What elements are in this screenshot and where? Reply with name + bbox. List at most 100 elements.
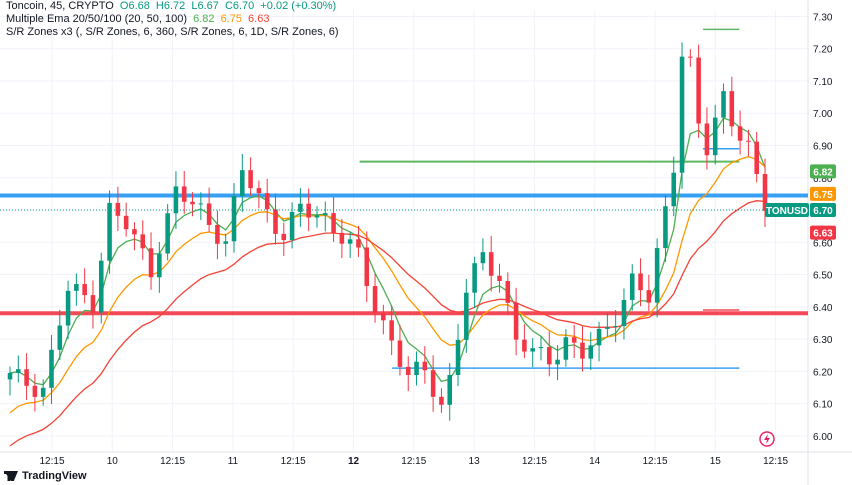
candle[interactable] (721, 83, 726, 134)
candle[interactable] (256, 180, 262, 209)
candle[interactable] (646, 274, 652, 312)
candle[interactable] (98, 252, 104, 324)
candle[interactable] (165, 204, 170, 261)
candle[interactable] (555, 345, 560, 381)
candle[interactable] (306, 188, 311, 232)
candle[interactable] (629, 264, 635, 311)
candle[interactable] (588, 332, 594, 370)
candle[interactable] (439, 388, 444, 413)
candle[interactable] (414, 351, 419, 386)
candle[interactable] (663, 195, 668, 262)
flash-icon[interactable] (759, 431, 775, 447)
candle[interactable] (405, 356, 411, 392)
candle[interactable] (16, 355, 21, 383)
candle[interactable] (231, 183, 237, 253)
candle[interactable] (140, 220, 146, 260)
candle[interactable] (206, 187, 212, 232)
candle[interactable] (82, 268, 87, 304)
candle[interactable] (289, 202, 295, 249)
candle[interactable] (596, 321, 602, 362)
candle[interactable] (538, 336, 544, 361)
candle[interactable] (49, 334, 54, 404)
candle[interactable] (381, 304, 386, 335)
candle[interactable] (464, 279, 469, 353)
candle[interactable] (389, 305, 394, 356)
candle[interactable] (298, 188, 303, 227)
candle[interactable] (132, 222, 137, 251)
candle[interactable] (563, 329, 569, 367)
candle[interactable] (339, 218, 345, 259)
candle[interactable] (32, 373, 38, 412)
candle[interactable] (447, 362, 453, 421)
candle[interactable] (704, 107, 710, 170)
candle[interactable] (331, 197, 336, 242)
candle[interactable] (638, 258, 643, 307)
price-axis[interactable]: 7.30 7.20 7.10 7.00 6.90 6.80 6.70 6.60 6.50 6.40… (813, 12, 833, 442)
candle[interactable] (754, 131, 759, 183)
candle[interactable] (397, 324, 403, 376)
candle[interactable] (24, 353, 29, 400)
candle[interactable] (729, 76, 735, 137)
candle[interactable] (580, 326, 585, 372)
candle[interactable] (696, 44, 701, 138)
candle[interactable] (215, 210, 220, 260)
candle[interactable] (107, 190, 112, 274)
candle[interactable] (223, 233, 228, 257)
candle[interactable] (356, 225, 361, 257)
candle[interactable] (57, 309, 63, 361)
candle[interactable] (654, 238, 660, 318)
candle[interactable] (314, 206, 320, 228)
candle-body (231, 195, 237, 242)
candle[interactable] (746, 129, 751, 157)
candle[interactable] (605, 313, 610, 337)
candle[interactable] (7, 366, 13, 396)
candle[interactable] (273, 193, 278, 245)
candle[interactable] (372, 273, 378, 323)
candle[interactable] (264, 178, 270, 223)
candle-body (40, 387, 46, 397)
candle[interactable] (347, 232, 353, 258)
candle[interactable] (40, 379, 46, 406)
candle[interactable] (497, 263, 502, 293)
candles[interactable] (7, 42, 768, 421)
candle[interactable] (480, 238, 486, 271)
candle[interactable] (90, 280, 96, 329)
candle[interactable] (115, 186, 121, 232)
candle[interactable] (712, 104, 718, 165)
candle[interactable] (455, 323, 461, 387)
candle[interactable] (571, 324, 577, 359)
candle[interactable] (488, 236, 494, 292)
candle[interactable] (737, 110, 743, 155)
candle[interactable] (123, 202, 129, 237)
candle[interactable] (240, 154, 245, 212)
candle[interactable] (148, 232, 154, 290)
candle[interactable] (322, 201, 328, 232)
candle[interactable] (513, 287, 519, 356)
candle[interactable] (173, 171, 179, 229)
candle[interactable] (522, 324, 527, 359)
candle[interactable] (65, 280, 71, 340)
candle[interactable] (198, 192, 204, 220)
candle[interactable] (762, 158, 768, 227)
candle[interactable] (505, 272, 511, 316)
candle[interactable] (688, 49, 693, 67)
candle[interactable] (621, 288, 627, 340)
candle[interactable] (248, 157, 253, 196)
candle[interactable] (679, 42, 685, 189)
candle[interactable] (364, 231, 370, 303)
candle[interactable] (547, 331, 552, 377)
candle[interactable] (530, 338, 535, 368)
candle[interactable] (74, 273, 79, 306)
candle[interactable] (671, 156, 677, 217)
candle[interactable] (613, 310, 618, 343)
candle[interactable] (157, 241, 162, 293)
candle[interactable] (190, 192, 195, 217)
low-value: L6.67 (191, 0, 219, 12)
candle[interactable] (472, 256, 477, 308)
candle[interactable] (181, 171, 187, 214)
time-axis[interactable]: 12:15 10 12:15 11 12:15 12 12:15 13 12:15 14 12:15… (39, 456, 788, 467)
candle[interactable] (430, 355, 436, 412)
candle[interactable] (281, 222, 287, 257)
candle[interactable] (422, 346, 428, 384)
